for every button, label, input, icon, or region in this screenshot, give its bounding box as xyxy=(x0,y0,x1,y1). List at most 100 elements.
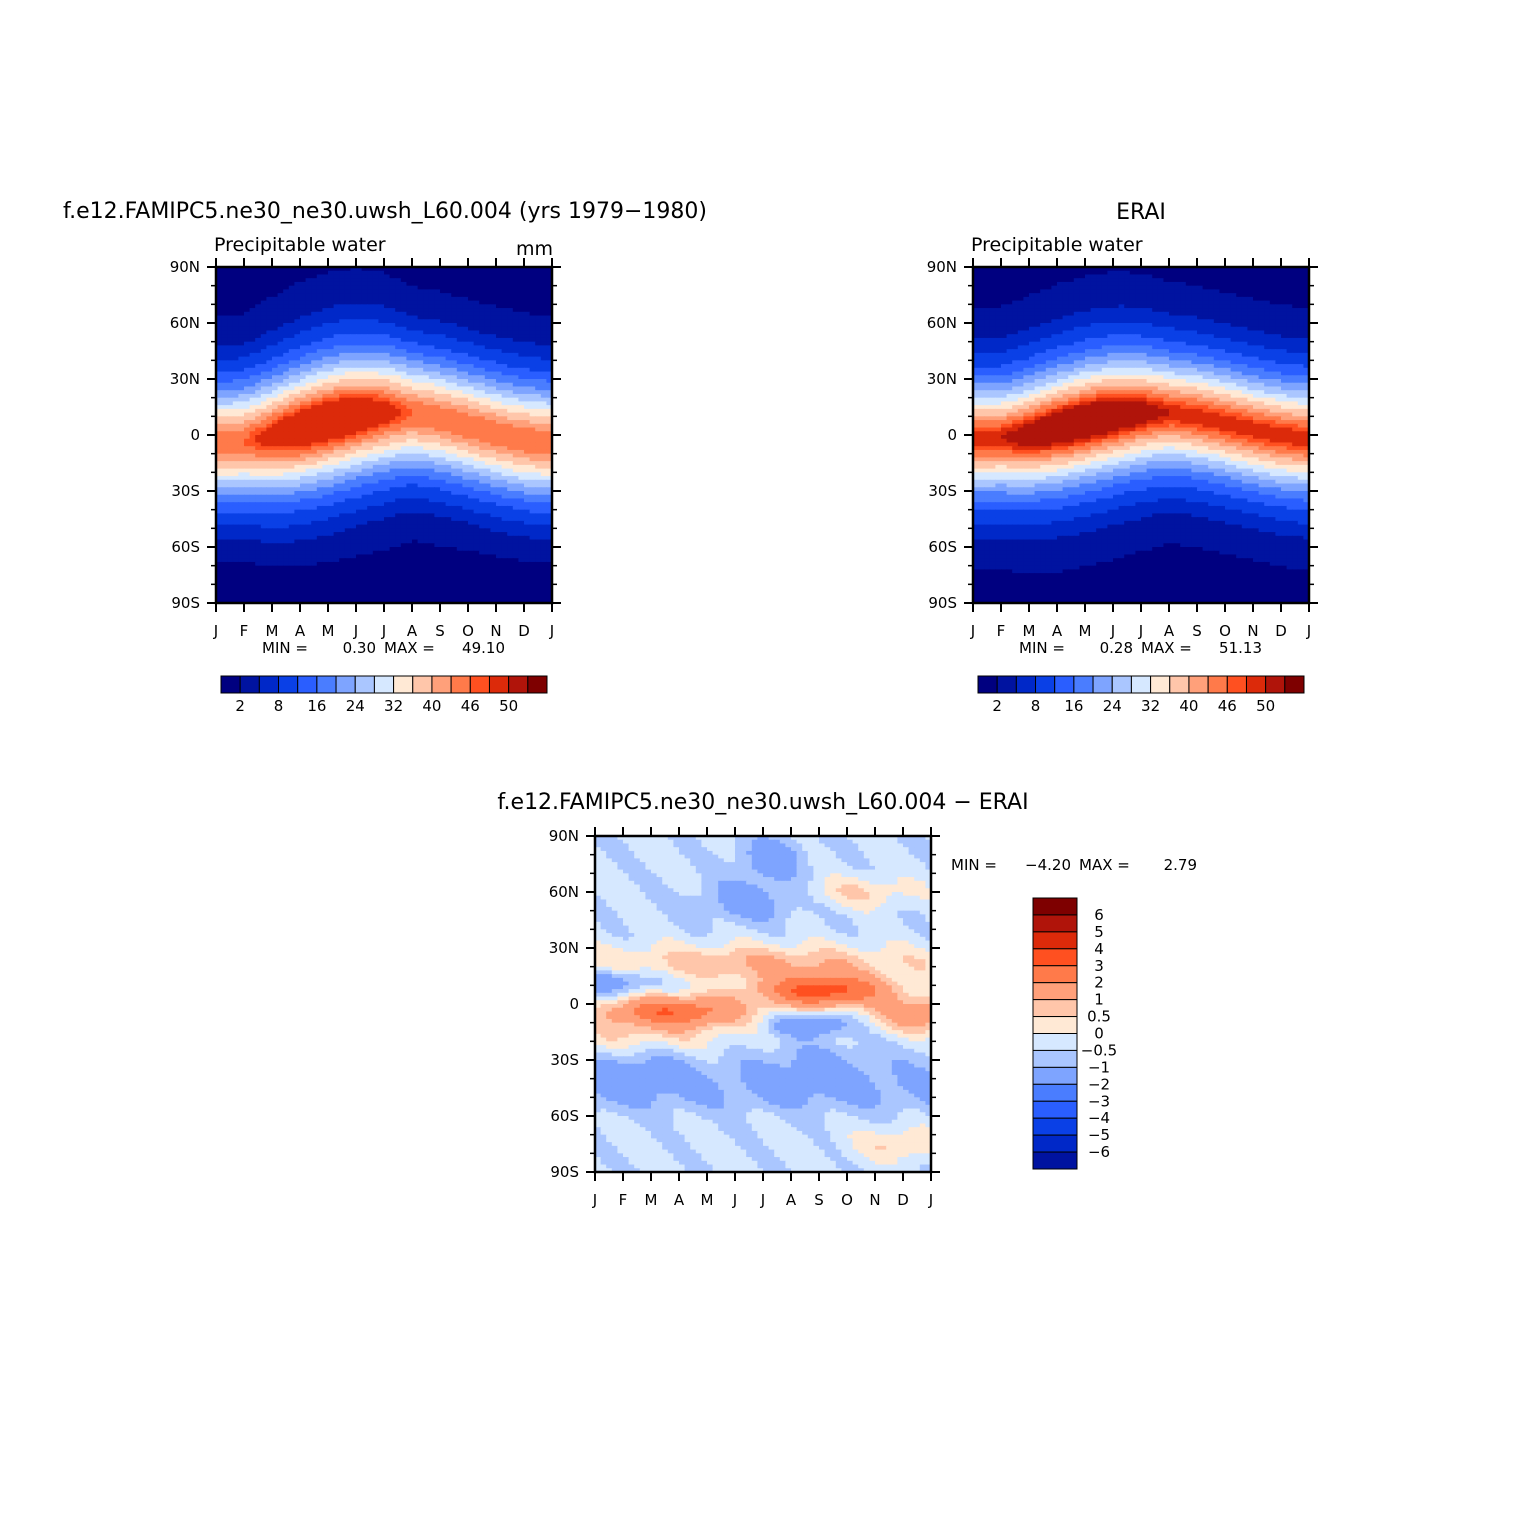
contour-cell xyxy=(512,371,519,376)
contour-cell xyxy=(479,390,486,395)
contour-cell xyxy=(400,356,407,361)
contour-cell xyxy=(384,543,391,548)
contour-cell xyxy=(350,442,357,447)
contour-cell xyxy=(462,446,469,451)
contour-cell xyxy=(260,311,267,317)
contour-cell xyxy=(468,446,475,451)
contour-cell xyxy=(378,360,385,365)
contour-cell xyxy=(451,573,458,578)
contour-cell xyxy=(546,453,553,458)
contour-cell xyxy=(428,337,435,343)
contour-cell xyxy=(451,278,458,283)
contour-cell xyxy=(512,468,519,473)
contour-cell xyxy=(300,494,307,500)
contour-cell xyxy=(372,573,379,578)
contour-cell xyxy=(328,345,335,350)
contour-cell xyxy=(490,435,497,440)
contour-cell xyxy=(451,535,458,541)
contour-cell xyxy=(484,565,491,570)
contour-cell xyxy=(412,345,419,350)
contour-cell xyxy=(445,412,452,417)
contour-cell xyxy=(389,397,396,402)
contour-cell xyxy=(546,539,553,544)
contour-cell xyxy=(244,408,251,414)
contour-cell xyxy=(300,364,307,369)
contour-cell xyxy=(440,446,447,451)
contour-cell xyxy=(406,300,413,305)
contour-cell xyxy=(400,360,407,365)
contour-cell xyxy=(529,543,536,548)
contour-cell xyxy=(479,483,486,488)
contour-cell xyxy=(344,379,351,384)
contour-cell xyxy=(434,371,441,376)
contour-cell xyxy=(462,356,469,361)
contour-cell xyxy=(468,285,475,290)
contour-cell xyxy=(294,491,301,496)
contour-cell xyxy=(350,382,357,388)
contour-cell xyxy=(300,565,307,570)
contour-cell xyxy=(473,532,480,537)
contour-cell xyxy=(328,405,335,410)
contour-cell xyxy=(344,334,351,339)
contour-cell xyxy=(333,464,340,470)
contour-cell xyxy=(507,558,514,563)
contour-cell xyxy=(216,468,223,473)
contour-cell xyxy=(232,491,239,496)
contour-cell xyxy=(496,319,503,324)
contour-cell xyxy=(389,573,396,578)
contour-cell xyxy=(423,371,430,376)
contour-cell xyxy=(484,382,491,388)
contour-cell xyxy=(546,498,553,503)
contour-cell xyxy=(249,446,256,451)
contour-cell xyxy=(255,472,262,477)
contour-cell xyxy=(272,520,279,526)
contour-cell xyxy=(406,345,413,350)
contour-cell xyxy=(249,349,256,354)
contour-cell xyxy=(372,304,379,309)
contour-cell xyxy=(423,315,430,320)
contour-cell xyxy=(395,278,402,283)
contour-cell xyxy=(344,420,351,425)
contour-cell xyxy=(507,431,514,436)
contour-cell xyxy=(328,412,335,417)
contour-cell xyxy=(400,289,407,294)
contour-cell xyxy=(294,520,301,526)
contour-cell xyxy=(546,267,553,272)
contour-cell xyxy=(221,491,228,496)
contour-cell xyxy=(361,386,368,391)
contour-cell xyxy=(518,483,525,488)
contour-cell xyxy=(260,565,267,570)
contour-cell xyxy=(389,311,396,317)
contour-cell xyxy=(356,457,363,462)
contour-cell xyxy=(305,416,312,421)
contour-cell xyxy=(456,285,463,290)
contour-cell xyxy=(216,532,223,537)
contour-cell xyxy=(361,270,368,276)
contour-cell xyxy=(384,390,391,395)
contour-cell xyxy=(412,304,419,309)
contour-cell xyxy=(294,315,301,320)
contour-cell xyxy=(300,352,307,358)
contour-cell xyxy=(529,449,536,455)
contour-cell xyxy=(216,565,223,570)
contour-cell xyxy=(249,464,256,470)
contour-cell xyxy=(288,554,295,559)
contour-cell xyxy=(535,509,542,514)
contour-cell xyxy=(473,341,480,346)
contour-cell xyxy=(434,573,441,578)
contour-cell xyxy=(451,442,458,447)
contour-cell xyxy=(423,524,430,529)
contour-cell xyxy=(255,356,262,361)
contour-cell xyxy=(490,375,497,380)
contour-cell xyxy=(260,330,267,335)
contour-cell xyxy=(328,494,335,500)
contour-cell xyxy=(540,535,547,541)
contour-cell xyxy=(266,300,273,305)
contour-cell xyxy=(255,554,262,559)
contour-cell xyxy=(434,375,441,380)
contour-cell xyxy=(412,360,419,365)
contour-cell xyxy=(316,547,323,552)
contour-cell xyxy=(395,390,402,395)
contour-cell xyxy=(277,405,284,410)
contour-cell xyxy=(406,442,413,447)
